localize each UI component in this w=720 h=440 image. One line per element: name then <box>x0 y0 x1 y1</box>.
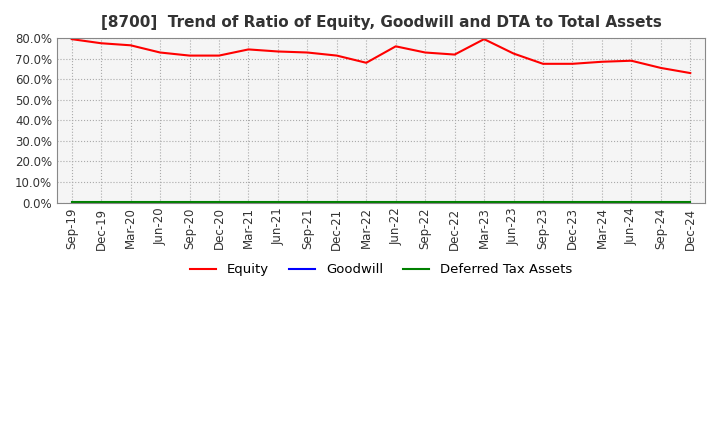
Deferred Tax Assets <box>392 199 400 205</box>
Deferred Tax Assets <box>215 199 223 205</box>
Deferred Tax Assets <box>244 199 253 205</box>
Goodwill <box>274 200 282 205</box>
Goodwill <box>97 200 106 205</box>
Equity <box>362 60 371 66</box>
Deferred Tax Assets <box>480 199 488 205</box>
Equity <box>392 44 400 49</box>
Legend: Equity, Goodwill, Deferred Tax Assets: Equity, Goodwill, Deferred Tax Assets <box>185 258 577 282</box>
Goodwill <box>480 200 488 205</box>
Deferred Tax Assets <box>126 199 135 205</box>
Goodwill <box>686 200 695 205</box>
Equity <box>539 61 547 66</box>
Deferred Tax Assets <box>362 199 371 205</box>
Deferred Tax Assets <box>333 199 341 205</box>
Deferred Tax Assets <box>421 199 430 205</box>
Equity <box>68 37 76 42</box>
Equity <box>657 65 665 70</box>
Deferred Tax Assets <box>568 199 577 205</box>
Goodwill <box>539 200 547 205</box>
Title: [8700]  Trend of Ratio of Equity, Goodwill and DTA to Total Assets: [8700] Trend of Ratio of Equity, Goodwil… <box>101 15 662 30</box>
Equity <box>686 70 695 76</box>
Equity <box>185 53 194 58</box>
Deferred Tax Assets <box>185 199 194 205</box>
Equity <box>480 37 488 42</box>
Deferred Tax Assets <box>627 199 636 205</box>
Equity <box>627 58 636 63</box>
Goodwill <box>244 200 253 205</box>
Deferred Tax Assets <box>598 199 606 205</box>
Deferred Tax Assets <box>539 199 547 205</box>
Deferred Tax Assets <box>450 199 459 205</box>
Goodwill <box>421 200 430 205</box>
Goodwill <box>303 200 312 205</box>
Equity <box>303 50 312 55</box>
Equity <box>598 59 606 64</box>
Equity <box>333 53 341 58</box>
Line: Equity: Equity <box>72 39 690 73</box>
Equity <box>244 47 253 52</box>
Deferred Tax Assets <box>97 199 106 205</box>
Goodwill <box>392 200 400 205</box>
Equity <box>568 61 577 66</box>
Deferred Tax Assets <box>657 199 665 205</box>
Deferred Tax Assets <box>303 199 312 205</box>
Equity <box>156 50 164 55</box>
Goodwill <box>362 200 371 205</box>
Goodwill <box>598 200 606 205</box>
Equity <box>509 51 518 56</box>
Goodwill <box>333 200 341 205</box>
Goodwill <box>126 200 135 205</box>
Deferred Tax Assets <box>274 199 282 205</box>
Goodwill <box>68 200 76 205</box>
Goodwill <box>156 200 164 205</box>
Goodwill <box>568 200 577 205</box>
Goodwill <box>627 200 636 205</box>
Equity <box>97 40 106 46</box>
Deferred Tax Assets <box>686 199 695 205</box>
Equity <box>450 52 459 57</box>
Deferred Tax Assets <box>68 199 76 205</box>
Equity <box>421 50 430 55</box>
Equity <box>215 53 223 58</box>
Goodwill <box>185 200 194 205</box>
Goodwill <box>450 200 459 205</box>
Goodwill <box>215 200 223 205</box>
Goodwill <box>657 200 665 205</box>
Deferred Tax Assets <box>156 199 164 205</box>
Equity <box>126 43 135 48</box>
Deferred Tax Assets <box>509 199 518 205</box>
Equity <box>274 49 282 54</box>
Goodwill <box>509 200 518 205</box>
